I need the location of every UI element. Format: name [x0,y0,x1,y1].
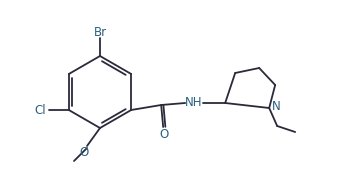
Text: O: O [79,146,89,160]
Text: Br: Br [93,26,107,39]
Text: Cl: Cl [34,103,45,117]
Text: NH: NH [184,95,202,108]
Text: N: N [272,99,280,113]
Text: O: O [160,128,169,142]
